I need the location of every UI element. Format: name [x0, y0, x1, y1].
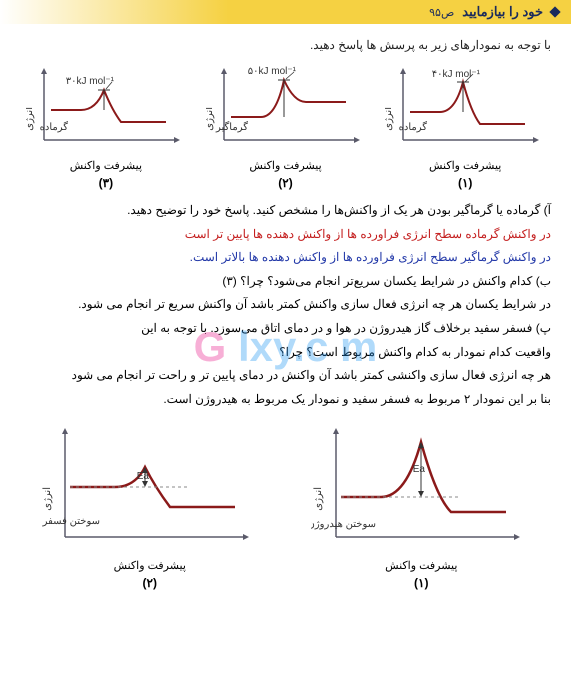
content-area: با توجه به نمودارهای زیر به پرسش ها پاسخ…: [0, 24, 571, 598]
intro-text: با توجه به نمودارهای زیر به پرسش ها پاسخ…: [20, 38, 551, 52]
header-bullet: [549, 6, 560, 17]
top-chart-2: ۵۰kJ mol⁻¹ گرماگیر انرژی پیشرفت واکنش (۲…: [206, 62, 366, 190]
bottom-x-2: پیشرفت واکنش: [40, 559, 260, 572]
inner-label-3: گرماده: [39, 121, 68, 133]
x-axis-3: پیشرفت واکنش: [26, 159, 186, 172]
bottom-chart-2: Ea سوختن فسفر سفید انرژی پیشرفت واکنش (۲…: [40, 422, 260, 590]
bottom-svg-1: Ea سوختن هیدروژن انرژی: [311, 422, 531, 552]
bottom-svg-2: Ea سوختن فسفر سفید انرژی: [40, 422, 260, 552]
bottom-x-1: پیشرفت واکنش: [311, 559, 531, 572]
bottom-charts-row: Ea سوختن هیدروژن انرژی پیشرفت واکنش (۱) …: [20, 422, 551, 590]
ea-label-1: Ea: [413, 464, 426, 475]
bottom-inner-2: سوختن فسفر سفید: [40, 516, 100, 527]
y-axis-3: انرژی: [26, 107, 35, 131]
answer-1a: در واکنش گرماده سطح انرژی فراورده ها از …: [20, 224, 551, 246]
question-2: ب) کدام واکنش در شرایط یکسان سریع‌تر انج…: [20, 271, 551, 293]
ea-label-2: Ea: [137, 471, 150, 482]
peak-label-1: ۴۰kJ mol⁻¹: [432, 69, 481, 80]
top-chart-3: ۳۰kJ mol⁻¹ گرماده انرژی پیشرفت واکنش (۳): [26, 62, 186, 190]
question-3b: واقعیت کدام نمودار به کدام واکنش مربوط ا…: [20, 342, 551, 364]
header-band: خود را بیازمایید ص۹۵: [0, 0, 571, 24]
inner-label-2: گرماگیر: [215, 121, 248, 133]
y-axis-2: انرژی: [206, 107, 215, 131]
chart-num-3: (۳): [26, 176, 186, 190]
chart-svg-1: ۴۰kJ mol⁻¹ گرماده انرژی: [385, 62, 545, 152]
bottom-num-1: (۱): [311, 576, 531, 590]
question-3a: پ) فسفر سفید برخلاف گاز هیدروژن در هوا و…: [20, 318, 551, 340]
question-1: آ) گرماده یا گرماگیر بودن هر یک از واکنش…: [20, 200, 551, 222]
x-axis-2: پیشرفت واکنش: [206, 159, 366, 172]
bottom-y-1: انرژی: [313, 487, 324, 511]
top-chart-1: ۴۰kJ mol⁻¹ گرماده انرژی پیشرفت واکنش (۱): [385, 62, 545, 190]
answer-3a: هر چه انرژی فعال سازی واکنشی کمتر باشد آ…: [20, 365, 551, 387]
x-axis-1: پیشرفت واکنش: [385, 159, 545, 172]
answer-3b: بنا بر این نمودار ۲ مربوط به فسفر سفید و…: [20, 389, 551, 411]
peak-label-3: ۳۰kJ mol⁻¹: [66, 76, 115, 87]
chart-svg-3: ۳۰kJ mol⁻¹ گرماده انرژی: [26, 62, 186, 152]
inner-label-1: گرماده: [399, 121, 428, 133]
page-ref: ص۹۵: [429, 6, 454, 19]
chart-num-1: (۱): [385, 176, 545, 190]
bottom-chart-1: Ea سوختن هیدروژن انرژی پیشرفت واکنش (۱): [311, 422, 531, 590]
header-title: خود را بیازمایید: [462, 4, 543, 20]
bottom-y-2: انرژی: [42, 487, 53, 511]
bottom-num-2: (۲): [40, 576, 260, 590]
answer-2: در شرایط یکسان هر چه انرژی فعال سازی واک…: [20, 294, 551, 316]
chart-svg-2: ۵۰kJ mol⁻¹ گرماگیر انرژی: [206, 62, 366, 152]
peak-label-2: ۵۰kJ mol⁻¹: [247, 66, 296, 77]
top-charts-row: ۴۰kJ mol⁻¹ گرماده انرژی پیشرفت واکنش (۱)…: [20, 62, 551, 190]
chart-num-2: (۲): [206, 176, 366, 190]
y-axis-1: انرژی: [385, 107, 394, 131]
answer-1b: در واکنش گرماگیر سطح انرژی فراورده ها از…: [20, 247, 551, 269]
bottom-inner-1: سوختن هیدروژن: [311, 519, 376, 530]
